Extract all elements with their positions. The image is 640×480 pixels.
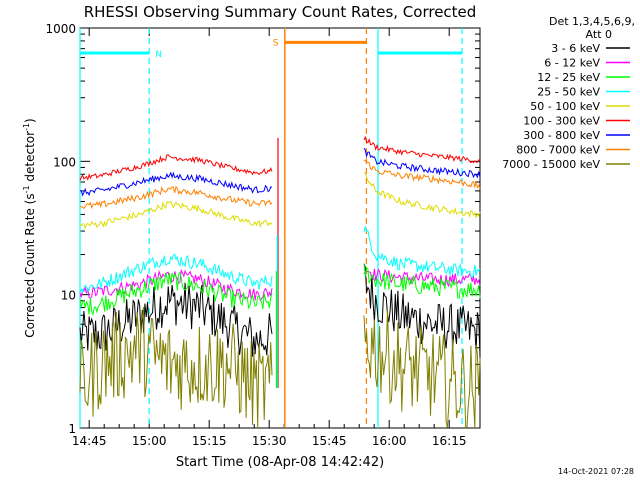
series-12-25keV bbox=[79, 263, 481, 317]
legend-label: 800 - 7000 keV bbox=[516, 144, 600, 157]
series-line bbox=[363, 263, 481, 299]
series-line bbox=[363, 172, 481, 219]
series-line bbox=[363, 147, 481, 179]
series-7000-15000keV bbox=[79, 306, 481, 430]
series-50-100keV bbox=[79, 172, 481, 230]
series-25-50keV bbox=[79, 224, 481, 293]
saa-label: S bbox=[273, 38, 279, 48]
x-tick-label: 15:45 bbox=[312, 434, 347, 448]
legend-label: 3 - 6 keV bbox=[551, 42, 600, 55]
series-300-800keV bbox=[79, 147, 481, 197]
legend-label: 300 - 800 keV bbox=[523, 129, 600, 142]
series-line bbox=[79, 154, 273, 181]
series-line bbox=[79, 200, 273, 230]
timestamp: 14-Oct-2021 07:28 bbox=[558, 467, 634, 476]
flare-spikes bbox=[275, 137, 279, 388]
series-group bbox=[79, 135, 481, 430]
series-line bbox=[363, 268, 481, 288]
axis-ticks: 14:45 15:00 15:15 15:30 15:45 16:00 16:15 1 10 10… bbox=[45, 22, 480, 448]
series-line bbox=[363, 224, 481, 279]
legend-label: 50 - 100 keV bbox=[530, 100, 600, 113]
y-tick-label: 1000 bbox=[45, 22, 76, 36]
legend-label: 7000 - 15000 keV bbox=[502, 158, 600, 171]
series-line bbox=[79, 185, 273, 210]
x-tick-label: 14:45 bbox=[72, 434, 107, 448]
series-line bbox=[79, 271, 273, 317]
series-800-7000keV bbox=[79, 159, 481, 210]
series-line bbox=[79, 306, 273, 429]
legend-label: 12 - 25 keV bbox=[537, 71, 600, 84]
series-line bbox=[363, 309, 481, 430]
series-100-300keV bbox=[79, 135, 481, 181]
series-line bbox=[79, 253, 273, 293]
y-axis-label: Corrected Count Rate (s-1 detector-1) bbox=[22, 118, 37, 337]
y-tick-label: 10 bbox=[61, 289, 76, 303]
series-line bbox=[363, 159, 481, 189]
legend-header-2: Att 0 bbox=[586, 28, 612, 41]
chart-title: RHESSI Observing Summary Count Rates, Co… bbox=[84, 3, 477, 21]
x-tick-label: 16:00 bbox=[372, 434, 407, 448]
series-line bbox=[363, 135, 481, 164]
legend: Det 1,3,4,5,6,9,Att 03 - 6 keV 6 - 12 keV… bbox=[502, 15, 635, 171]
x-tick-label: 16:15 bbox=[432, 434, 467, 448]
x-tick-label: 15:00 bbox=[132, 434, 167, 448]
y-tick-label: 1 bbox=[68, 422, 76, 436]
legend-label: 25 - 50 keV bbox=[537, 86, 600, 99]
series-6-12keV bbox=[79, 268, 481, 302]
y-tick-label: 100 bbox=[53, 155, 76, 169]
legend-label: 100 - 300 keV bbox=[523, 115, 600, 128]
series-line bbox=[79, 171, 273, 197]
x-axis-label: Start Time (08-Apr-08 14:42:42) bbox=[176, 455, 384, 470]
legend-label: 6 - 12 keV bbox=[544, 57, 600, 70]
x-tick-label: 15:15 bbox=[192, 434, 227, 448]
night-label: N bbox=[155, 50, 162, 60]
legend-header: Det 1,3,4,5,6,9, bbox=[549, 15, 635, 28]
x-tick-label: 15:30 bbox=[252, 434, 287, 448]
